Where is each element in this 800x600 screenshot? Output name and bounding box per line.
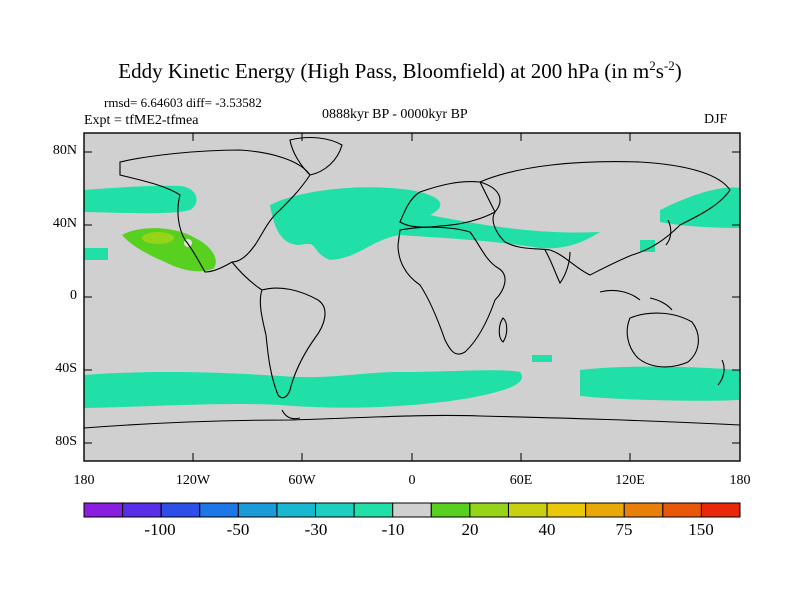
lat-label-40n: 40N — [52, 216, 77, 231]
negative-anomaly-regions — [84, 185, 740, 408]
colorbar-box — [469, 502, 509, 518]
colorbar-label: 40 — [538, 520, 556, 539]
colorbar-box — [392, 502, 432, 518]
colorbar-box — [353, 502, 394, 518]
lat-label-0: 0 — [70, 288, 77, 303]
colorbar-label: 20 — [461, 520, 479, 539]
colorbar-box — [662, 502, 702, 518]
colorbar-box — [623, 502, 664, 518]
map-title: Eddy Kinetic Energy (High Pass, Bloomfie… — [118, 58, 682, 83]
coastlines — [83, 136, 741, 429]
colorbar-box — [585, 502, 625, 518]
lat-label-80n: 80N — [52, 143, 77, 158]
rmsd-diff-text: rmsd= 6.64603 diff= -3.53582 — [104, 95, 262, 110]
colorbar-label: -50 — [226, 520, 250, 539]
lon-label-180w: 180 — [73, 473, 95, 488]
experiment-label: Expt = tfME2-tfmea — [84, 113, 199, 128]
colorbar-box — [276, 502, 317, 518]
colorbar-box — [700, 502, 741, 518]
colorbar-label: 150 — [688, 520, 714, 539]
colorbar-box — [546, 502, 587, 518]
colorbar-box — [83, 502, 124, 518]
lat-label-80s: 80S — [55, 434, 77, 449]
colorbar-label: -10 — [381, 520, 405, 539]
map-background — [84, 133, 740, 461]
colorbar-label: -100 — [144, 520, 176, 539]
lon-label-60w: 60W — [288, 473, 316, 488]
colorbar-box — [160, 502, 201, 518]
colorbar-box — [430, 502, 471, 518]
lat-label-40s: 40S — [55, 361, 77, 376]
colorbar-label: -30 — [304, 520, 328, 539]
colorbar — [83, 502, 741, 518]
lon-label-0: 0 — [408, 473, 416, 488]
lon-label-180e: 180 — [729, 473, 751, 488]
season-label: DJF — [704, 112, 728, 127]
colorbar-box — [507, 502, 548, 518]
lon-label-60e: 60E — [509, 473, 533, 488]
colorbar-label: 75 — [615, 520, 633, 539]
positive-anomaly-region — [122, 228, 216, 272]
lon-label-120e: 120E — [615, 473, 645, 488]
axis-ticks — [83, 133, 741, 461]
colorbar-box — [122, 502, 162, 518]
lon-label-120w: 120W — [175, 473, 211, 488]
colorbar-box — [199, 502, 239, 518]
period-label: 0888kyr BP - 0000kyr BP — [322, 107, 468, 122]
colorbar-box — [237, 502, 278, 518]
colorbar-box — [315, 502, 355, 518]
